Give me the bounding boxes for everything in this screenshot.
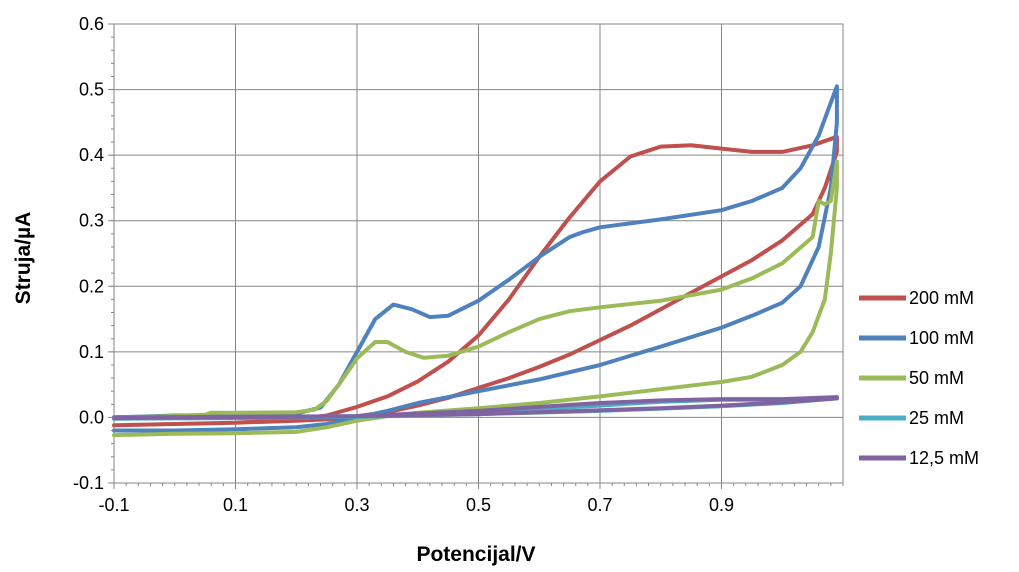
y-axis-title: Struja/µA xyxy=(12,212,35,305)
y-tick-label: 0.5 xyxy=(79,80,104,100)
x-tick-label: 0.7 xyxy=(587,495,612,515)
legend-label: 200 mM xyxy=(909,288,974,308)
axis-ticks: -0.1 0.0 0.1 0.2 0.3 0.4 0.5 0.6 -0.1 0.1 0.3 0.5 0.… xyxy=(73,14,844,515)
legend-label: 50 mM xyxy=(909,368,964,388)
x-tick-label: 0.5 xyxy=(466,495,491,515)
y-tick-label: 0.6 xyxy=(79,14,104,34)
x-tick-label: -0.1 xyxy=(98,495,129,515)
y-tick-label: 0.3 xyxy=(79,211,104,231)
legend-label: 100 mM xyxy=(909,328,974,348)
y-tick-label: -0.1 xyxy=(73,473,104,493)
series-line-4 xyxy=(112,395,839,421)
x-tick-label: 0.3 xyxy=(344,495,369,515)
x-axis-title: Potencijal/V xyxy=(416,543,535,566)
series-line-2 xyxy=(112,159,839,438)
series-line-1 xyxy=(112,84,839,433)
y-tick-label: 0.4 xyxy=(79,145,104,165)
grid xyxy=(114,24,843,483)
y-tick-label: 0.2 xyxy=(79,276,104,296)
x-tick-label: 0.9 xyxy=(709,495,734,515)
legend: 200 mM 100 mM 50 mM 25 mM 12,5 mM xyxy=(859,288,979,468)
legend-label: 12,5 mM xyxy=(909,448,979,468)
y-tick-label: 0.1 xyxy=(79,342,104,362)
series-lines xyxy=(112,84,839,438)
y-tick-label: 0.0 xyxy=(79,407,104,427)
x-tick-label: 0.1 xyxy=(223,495,248,515)
legend-label: 25 mM xyxy=(909,408,964,428)
